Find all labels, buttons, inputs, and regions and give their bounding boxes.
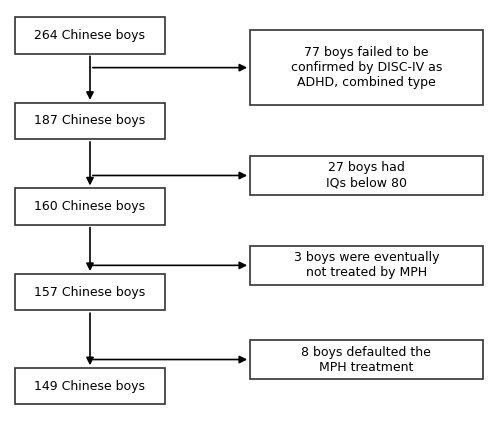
Text: 3 boys were eventually
not treated by MPH: 3 boys were eventually not treated by MP… — [294, 251, 439, 279]
Bar — [15, 274, 165, 310]
Text: 8 boys defaulted the
MPH treatment: 8 boys defaulted the MPH treatment — [302, 345, 431, 374]
Text: 264 Chinese boys: 264 Chinese boys — [34, 29, 146, 42]
Text: 160 Chinese boys: 160 Chinese boys — [34, 200, 146, 213]
Bar — [250, 30, 482, 105]
Bar — [250, 156, 482, 195]
Bar — [15, 17, 165, 54]
Bar — [15, 188, 165, 225]
Bar — [15, 103, 165, 139]
Text: 77 boys failed to be
confirmed by DISC-IV as
ADHD, combined type: 77 boys failed to be confirmed by DISC-I… — [290, 46, 442, 89]
Text: 27 boys had
IQs below 80: 27 boys had IQs below 80 — [326, 161, 407, 190]
Bar — [15, 368, 165, 404]
Text: 187 Chinese boys: 187 Chinese boys — [34, 114, 146, 128]
Bar — [250, 246, 482, 285]
Text: 157 Chinese boys: 157 Chinese boys — [34, 285, 146, 299]
Text: 149 Chinese boys: 149 Chinese boys — [34, 380, 146, 393]
Bar — [250, 340, 482, 379]
